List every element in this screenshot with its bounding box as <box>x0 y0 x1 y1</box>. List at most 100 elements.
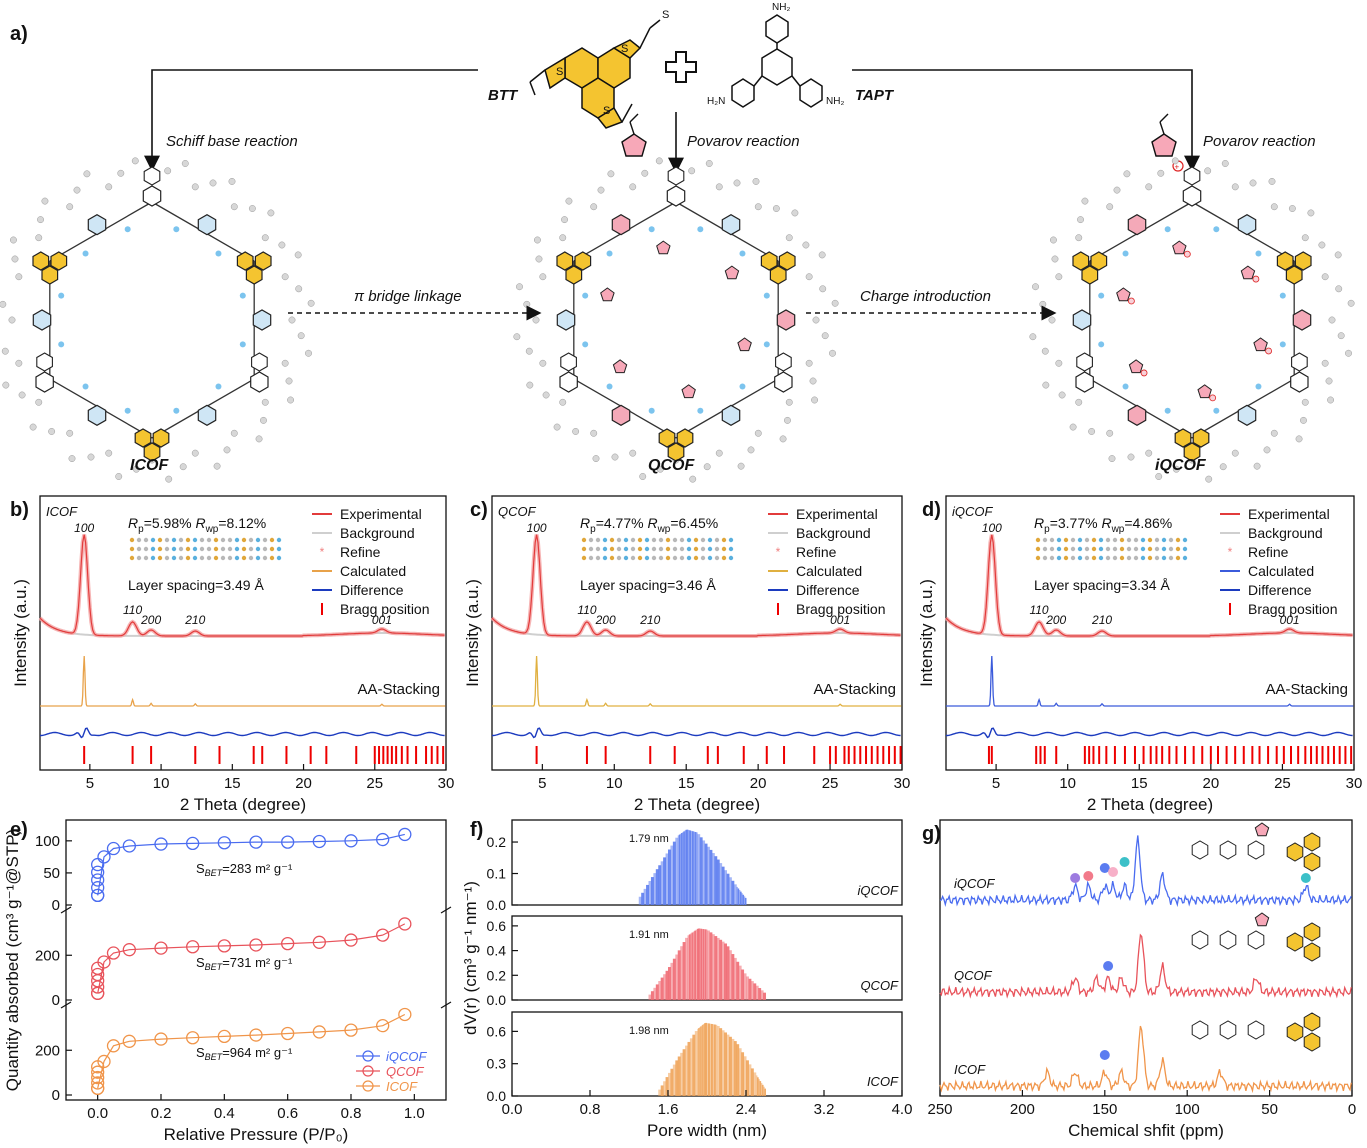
cof-atom <box>1106 429 1114 437</box>
panel-label-e: e) <box>10 819 28 841</box>
xrd-panel-qcof: 5 10 15 20 25 30 2 Theta (degree) Intensity (a.… <box>463 495 911 814</box>
xrd-tick-label: 30 <box>894 775 911 792</box>
cof-atom <box>539 273 547 281</box>
cof-atom <box>278 241 286 249</box>
iso-point <box>186 940 200 954</box>
iso-point <box>312 834 326 849</box>
cof-atom <box>1219 463 1227 471</box>
cof-atom <box>791 209 799 217</box>
cof-atom <box>15 273 23 281</box>
cof-atom <box>1077 216 1084 224</box>
psd-bar <box>742 894 745 905</box>
cof-btt-ring <box>134 428 152 448</box>
xrd-layer-atom <box>136 555 142 561</box>
cof-atom <box>1041 347 1049 355</box>
iso-ytick-label: 50 <box>43 865 60 882</box>
iso-axis-break <box>60 906 72 914</box>
xrd-legend-label: Refine <box>1248 544 1289 560</box>
xrd-layer-atom <box>1070 546 1076 552</box>
xrd-layer-atom <box>672 546 678 552</box>
xrd-layer-atom <box>206 546 212 552</box>
xrd-layer-atom <box>1133 555 1139 561</box>
nmr-spectrum <box>939 835 1352 908</box>
xrd-layer-atom <box>241 546 247 552</box>
xrd-tick-label: 25 <box>366 775 383 792</box>
cof-n-atom <box>58 292 65 299</box>
cof-atom <box>1307 209 1315 217</box>
psd-bar <box>733 957 737 1000</box>
cof-atom <box>209 179 217 187</box>
psd-bar <box>763 992 766 1000</box>
nmr-spectrum <box>939 1025 1352 1094</box>
nmr-structure-ring <box>1191 930 1209 950</box>
xrd-legend-label: Refine <box>796 544 837 560</box>
psd-bar <box>719 863 723 905</box>
xrd-layer-atom <box>714 537 720 543</box>
psd-bar <box>672 958 676 1000</box>
xrd-layer-atom <box>700 546 706 552</box>
cof-n-atom <box>124 226 131 233</box>
cof-atom <box>639 473 647 480</box>
cof-atom <box>607 170 615 178</box>
psd-bar <box>679 833 682 905</box>
cof-triazole-ring <box>656 240 671 255</box>
panel-label-c: c) <box>470 499 488 521</box>
tapt-nh2-right: NH₂ <box>826 96 844 107</box>
xrd-layer-atom <box>693 537 699 543</box>
nmr-tick-label: 250 <box>927 1101 952 1118</box>
xrd-layer-atom <box>1147 537 1153 543</box>
cof-atom <box>1321 273 1329 281</box>
xrd-xlabel: 2 Theta (degree) <box>180 795 306 814</box>
iso-ylabel: Quantity absorbed (cm³ g⁻¹@STP) <box>3 829 22 1091</box>
cof-atom <box>1081 197 1089 205</box>
cof-atom <box>285 377 293 385</box>
psd-bar <box>758 1079 760 1096</box>
btt-molecule: S S S S <box>529 9 669 129</box>
xrd-layer-atom <box>171 546 177 552</box>
iso-point <box>91 1081 105 1095</box>
xrd-layer-atom <box>199 546 205 552</box>
panel-label-f: f) <box>470 819 483 841</box>
psd-bar <box>683 831 685 905</box>
xrd-layer-atom <box>1084 555 1090 561</box>
charge-label: Charge introduction <box>860 288 991 305</box>
cof-btt-ring <box>565 265 583 285</box>
iso-point <box>281 835 295 849</box>
psd-bar <box>761 1084 764 1096</box>
xrd-layer-atom <box>185 537 191 543</box>
cof-phenyl-ring <box>1183 166 1201 186</box>
psd-bar <box>691 932 694 1000</box>
btt-s2: S <box>556 66 563 78</box>
psd-bar <box>716 859 720 905</box>
xrd-tick-label: 20 <box>750 775 767 792</box>
xrd-layer-spacing: Layer spacing=3.34 Å <box>1034 577 1170 593</box>
xrd-layer-atom <box>1063 537 1069 543</box>
psd-bar <box>731 880 735 905</box>
xrd-layer-atom <box>1098 537 1104 543</box>
psd-bar <box>658 981 662 1000</box>
psd-bar <box>697 1028 699 1096</box>
iso-point <box>249 938 263 952</box>
psd-bar <box>698 928 700 1000</box>
xrd-layer-atom <box>728 555 734 561</box>
xrd-layer-atom <box>178 546 184 552</box>
xrd-layer-atom <box>1105 555 1111 561</box>
psd-bar <box>759 1081 762 1096</box>
cof-phenyl-ring <box>556 309 576 331</box>
nmr-structure-ring <box>1303 852 1321 872</box>
nmr-structure-ring <box>1191 1020 1209 1040</box>
panel-label-g: g) <box>922 823 941 845</box>
psd-bar <box>713 1024 716 1096</box>
cof-atom <box>715 183 723 191</box>
iso-tick-label: 0.0 <box>87 1105 108 1122</box>
cof-atom <box>228 177 236 185</box>
cof-atom <box>1204 167 1212 175</box>
cof-atom <box>1249 179 1257 187</box>
iso-point <box>122 1034 136 1048</box>
psd-bar <box>675 954 679 1000</box>
psd-bar <box>686 829 689 905</box>
cof-btt-ring <box>1192 428 1210 448</box>
cof-atom <box>1327 396 1335 404</box>
cof-atom <box>1172 465 1180 473</box>
xrd-layer-atom <box>192 537 198 543</box>
